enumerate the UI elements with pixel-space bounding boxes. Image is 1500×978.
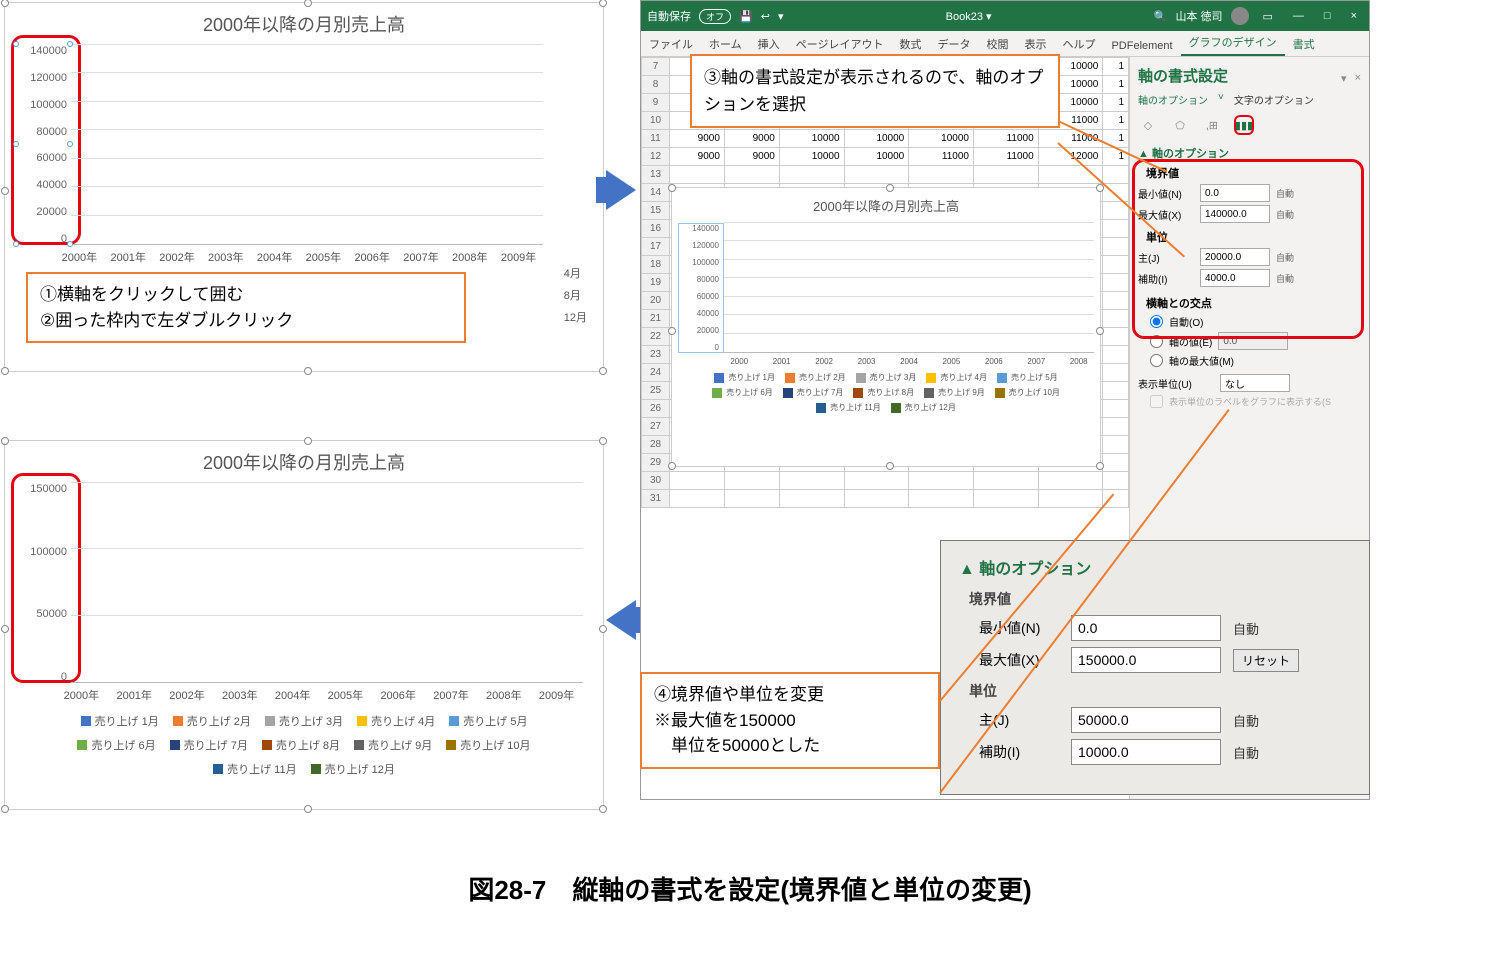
x-axis: 2000年2001年2002年2003年2004年2005年2006年2007年… (5, 245, 603, 265)
chart-title: 2000年以降の月別売上高 (672, 188, 1100, 223)
chart-title: 2000年以降の月別売上高 (5, 441, 603, 483)
ribbon-tab[interactable]: ヘルプ (1054, 32, 1103, 56)
reset-button[interactable]: リセット (1233, 649, 1299, 672)
minor-label: 補助(I) (1138, 271, 1194, 286)
axis-options-header[interactable]: ▲ 軸のオプション (959, 555, 1351, 579)
ribbon-tab[interactable]: 書式 (1285, 32, 1323, 56)
user-name: 山本 徳司 (1175, 8, 1222, 24)
x-axis: 2000年2001年2002年2003年2004年2005年2006年2007年… (5, 683, 603, 703)
search-icon[interactable]: 🔍 (1154, 10, 1168, 23)
ribbon-tab[interactable]: 挿入 (750, 32, 788, 56)
cross-auto-radio[interactable] (1150, 315, 1163, 328)
maximize-button[interactable]: □ (1318, 8, 1337, 24)
zoomed-axis-options: ▲ 軸のオプション 境界値 最小値(N)自動 最大値(X)リセット 単位 主(J… (940, 540, 1370, 795)
display-unit-select[interactable] (1220, 374, 1290, 392)
max-label: 最大値(X) (979, 650, 1059, 670)
user-avatar[interactable] (1231, 7, 1249, 25)
workbook-name[interactable]: Book23 ▾ (946, 10, 992, 23)
minor-input[interactable] (1200, 269, 1270, 287)
undo-icon[interactable]: ↩ (761, 10, 770, 23)
minor-label: 補助(I) (979, 742, 1059, 762)
minor-input[interactable] (1071, 739, 1221, 765)
cross-max-radio[interactable] (1150, 354, 1163, 367)
embedded-chart[interactable]: 2000年以降の月別売上高 14000012000010000080000600… (671, 187, 1101, 467)
major-input[interactable] (1071, 707, 1221, 733)
close-button[interactable]: × (1345, 8, 1363, 24)
ribbon-tab[interactable]: ファイル (641, 32, 701, 56)
fill-icon[interactable]: ◇ (1138, 115, 1158, 135)
cross-label: 横軸との交点 (1146, 295, 1361, 311)
ribbon-tab[interactable]: 数式 (891, 32, 929, 56)
pane-close-icon[interactable]: × (1355, 72, 1361, 85)
min-input[interactable] (1200, 184, 1270, 202)
ribbon-tab[interactable]: ホーム (701, 32, 750, 56)
min-label: 最小値(N) (1138, 186, 1194, 201)
ribbon-tab[interactable]: ページレイアウト (788, 32, 892, 56)
axis-options-icon[interactable]: ▮▮▮ (1234, 115, 1254, 135)
callout-step-3: ③軸の書式設定が表示されるので、軸のオプションを選択 (690, 54, 1060, 128)
chart-title: 2000年以降の月別売上高 (5, 3, 603, 45)
excel-titlebar: 自動保存 オフ 💾 ↩ ▾ Book23 ▾ 🔍 山本 徳司 ▭ — □ × (641, 1, 1369, 31)
x-axis: 200020012002200320042005200620072008 (672, 353, 1100, 366)
major-input[interactable] (1200, 248, 1270, 266)
partial-legend: 4月8月12月 (564, 263, 587, 329)
max-input[interactable] (1200, 205, 1270, 223)
ribbon-tab[interactable]: データ (929, 32, 978, 56)
ribbon-tab[interactable]: 表示 (1016, 32, 1054, 56)
max-label: 最大値(X) (1138, 207, 1194, 222)
callout-step-1-2: ①横軸をクリックして囲む ②囲った枠内で左ダブルクリック (26, 272, 466, 343)
autosave-label: 自動保存 (647, 8, 691, 24)
minimize-button[interactable]: — (1287, 8, 1310, 24)
ribbon-mode-icon[interactable]: ▭ (1257, 8, 1279, 25)
min-input[interactable] (1071, 615, 1221, 641)
pane-tab-axis-options[interactable]: 軸のオプション (1138, 92, 1208, 107)
pane-title: 軸の書式設定 (1138, 65, 1228, 86)
ribbon-tab[interactable]: グラフのデザイン (1181, 30, 1285, 56)
display-unit-label: 表示単位(U) (1138, 376, 1214, 391)
callout-step-4: ④境界値や単位を変更 ※最大値を150000 単位を50000とした (640, 672, 940, 769)
ribbon-tab[interactable]: PDFelement (1103, 36, 1180, 56)
pane-tab-text-options[interactable]: 文字のオプション (1234, 92, 1314, 107)
chart-plot (71, 483, 583, 683)
max-input[interactable] (1071, 647, 1221, 673)
effects-icon[interactable]: ⬠ (1170, 115, 1190, 135)
save-icon[interactable]: 💾 (739, 10, 753, 23)
show-unit-label-check (1150, 395, 1163, 408)
figure-caption: 図28-7 縦軸の書式を設定(境界値と単位の変更) (0, 870, 1500, 907)
autosave-toggle[interactable]: オフ (699, 9, 731, 24)
chart-after: 2000年以降の月別売上高 150000100000500000 2000年20… (4, 440, 604, 810)
cross-value-radio[interactable] (1150, 335, 1163, 348)
min-label: 最小値(N) (979, 618, 1059, 638)
chart-legend: 売り上げ 1月売り上げ 2月売り上げ 3月売り上げ 4月売り上げ 5月売り上げ … (5, 703, 603, 787)
chart-plot (71, 45, 543, 245)
size-icon[interactable]: ⹁⊞ (1202, 115, 1222, 135)
chart-plot (724, 223, 1094, 353)
unit-label: 単位 (969, 681, 1351, 701)
y-axis[interactable]: 140000120000100000800006000040000200000 (678, 223, 724, 353)
chart-legend: 売り上げ 1月売り上げ 2月売り上げ 3月売り上げ 4月売り上げ 5月売り上げ … (672, 366, 1100, 419)
ribbon-tab[interactable]: 校閲 (978, 32, 1016, 56)
bounds-label: 境界値 (1146, 165, 1361, 181)
axis-options-header[interactable]: ▲ 軸のオプション (1138, 145, 1361, 161)
cross-value-input (1218, 332, 1288, 350)
unit-label: 単位 (1146, 229, 1361, 245)
major-label: 主(J) (1138, 250, 1194, 265)
pane-dropdown-icon[interactable]: ▾ (1341, 72, 1347, 85)
major-label: 主(J) (979, 710, 1059, 730)
